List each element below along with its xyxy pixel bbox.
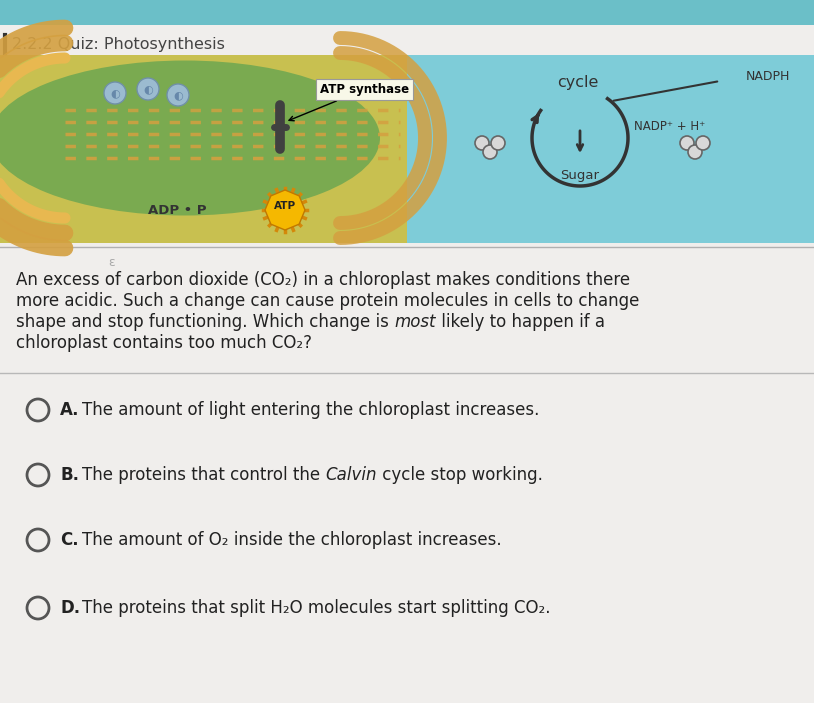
Text: ATP: ATP [274, 201, 296, 211]
Text: ◐: ◐ [173, 90, 183, 100]
Circle shape [491, 136, 505, 150]
Text: 2.2.2 Quiz: Photosynthesis: 2.2.2 Quiz: Photosynthesis [12, 37, 225, 51]
Circle shape [27, 464, 49, 486]
Text: Sugar: Sugar [561, 169, 599, 183]
Text: The proteins that split H₂O molecules start splitting CO₂.: The proteins that split H₂O molecules st… [82, 599, 550, 617]
Circle shape [27, 399, 49, 421]
Text: A.: A. [60, 401, 80, 419]
Ellipse shape [0, 60, 380, 216]
Text: Calvin: Calvin [326, 466, 377, 484]
Circle shape [696, 136, 710, 150]
Text: ◐: ◐ [110, 88, 120, 98]
Circle shape [104, 82, 126, 104]
Text: shape and stop functioning. Which change is: shape and stop functioning. Which change… [16, 313, 394, 331]
FancyBboxPatch shape [0, 0, 814, 25]
Text: D.: D. [60, 599, 80, 617]
Text: The amount of light entering the chloroplast increases.: The amount of light entering the chlorop… [82, 401, 540, 419]
Text: cycle: cycle [558, 75, 598, 91]
Circle shape [167, 84, 189, 106]
Text: NADPH: NADPH [746, 70, 790, 82]
Text: chloroplast contains too much CO₂?: chloroplast contains too much CO₂? [16, 334, 312, 352]
Circle shape [688, 145, 702, 159]
FancyBboxPatch shape [0, 25, 814, 703]
Text: The proteins that control the: The proteins that control the [82, 466, 326, 484]
Text: ε: ε [108, 256, 115, 269]
Text: cycle stop working.: cycle stop working. [377, 466, 543, 484]
Circle shape [475, 136, 489, 150]
Circle shape [27, 597, 49, 619]
Text: likely to happen if a: likely to happen if a [435, 313, 605, 331]
Text: ◐: ◐ [143, 84, 153, 94]
Text: ATP synthase: ATP synthase [289, 83, 409, 121]
FancyBboxPatch shape [0, 55, 407, 243]
Text: more acidic. Such a change can cause protein molecules in cells to change: more acidic. Such a change can cause pro… [16, 292, 639, 310]
Text: ADP • P: ADP • P [148, 203, 207, 217]
Circle shape [483, 145, 497, 159]
Text: C.: C. [60, 531, 79, 549]
Circle shape [137, 78, 159, 100]
Circle shape [27, 529, 49, 551]
Text: most: most [394, 313, 435, 331]
Text: An excess of carbon dioxide (CO₂) in a chloroplast makes conditions there: An excess of carbon dioxide (CO₂) in a c… [16, 271, 630, 289]
Circle shape [680, 136, 694, 150]
Text: B.: B. [60, 466, 79, 484]
Text: The amount of O₂ inside the chloroplast increases.: The amount of O₂ inside the chloroplast … [82, 531, 501, 549]
Text: NADP⁺ + H⁺: NADP⁺ + H⁺ [634, 120, 706, 134]
FancyBboxPatch shape [407, 55, 814, 243]
